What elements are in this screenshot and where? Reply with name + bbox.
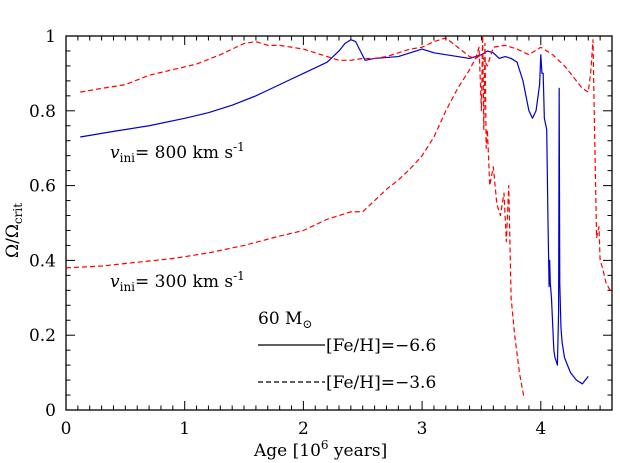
series-line-feh66_800 xyxy=(80,39,589,385)
legend-label-solid: [Fe/H]=−6.6 xyxy=(326,336,436,356)
y-tick-label: 0.8 xyxy=(29,102,56,122)
x-axis-label-tail: years] xyxy=(329,441,388,461)
y-tick-label: 0.6 xyxy=(29,177,56,197)
y-axis-label-main: Ω/Ω xyxy=(3,224,23,258)
x-tick-label: 2 xyxy=(298,419,309,439)
annotation-vini-300-sub: ini xyxy=(120,280,136,294)
series-line-feh36_800 xyxy=(80,37,613,295)
y-axis-label-sub: crit xyxy=(11,203,25,224)
series-layer xyxy=(65,35,613,399)
axis-ticks: 0 1 2 3 4 0 0.2 0.4 0.6 0.8 1 xyxy=(29,27,613,439)
annotation-vini-800-sub: ini xyxy=(120,151,136,165)
annotation-vini-800-v: v xyxy=(110,143,120,163)
annotation-vini-800-sup: -1 xyxy=(233,140,245,154)
y-tick-label: 0 xyxy=(45,401,56,421)
x-tick-label: 1 xyxy=(179,419,190,439)
x-axis-label-main: Age [10 xyxy=(253,441,321,461)
x-tick-label: 4 xyxy=(535,419,546,439)
y-axis-label: Ω/Ωcrit xyxy=(3,203,25,258)
annotation-mass-sun: ⊙ xyxy=(302,317,312,331)
legend-label-dashed: [Fe/H]=−3.6 xyxy=(326,373,436,393)
x-tick-label: 3 xyxy=(417,419,428,439)
annotation-vini-800-text: = 800 km s xyxy=(135,143,233,163)
x-axis-label: Age [106 years] xyxy=(253,438,387,461)
annotation-vini-300-sup: -1 xyxy=(233,269,245,283)
annotation-vini-300-text: = 300 km s xyxy=(135,272,233,292)
y-tick-label: 0.2 xyxy=(29,326,56,346)
annotation-vini-300: vini= 300 km s-1 xyxy=(110,269,245,294)
y-tick-label: 0.4 xyxy=(29,251,56,271)
annotation-mass: 60 M⊙ xyxy=(258,309,313,331)
annotation-vini-300-v: v xyxy=(110,272,120,292)
x-tick-label: 0 xyxy=(61,419,72,439)
series-line-feh36_300 xyxy=(65,35,525,399)
x-axis-label-sup: 6 xyxy=(321,438,329,452)
legend: [Fe/H]=−6.6 [Fe/H]=−3.6 xyxy=(258,336,436,393)
annotation-vini-800: vini= 800 km s-1 xyxy=(110,140,245,165)
y-tick-label: 1 xyxy=(45,27,56,47)
annotation-mass-text: 60 M xyxy=(258,309,302,329)
